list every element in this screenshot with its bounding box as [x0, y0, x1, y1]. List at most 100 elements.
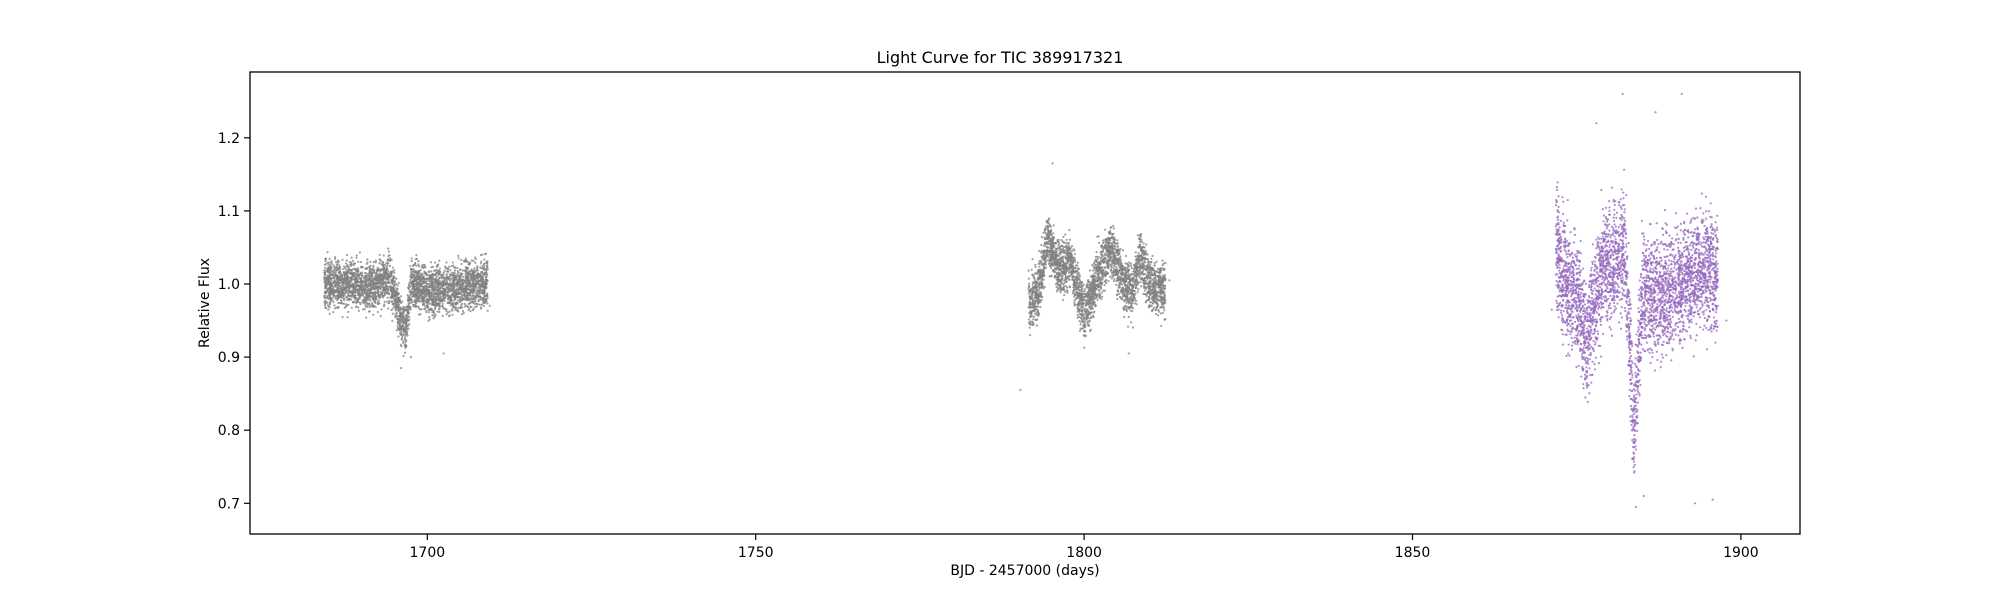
flux-point: [1103, 289, 1107, 292]
flux-point: [479, 296, 482, 299]
flux-point: [324, 262, 328, 266]
flux-point: [406, 313, 409, 316]
flux-point: [383, 303, 386, 306]
flux-point: [455, 274, 458, 278]
flux-point: [446, 298, 450, 301]
flux-point: [469, 285, 472, 288]
flux-point: [437, 308, 441, 311]
flux-point: [386, 300, 389, 303]
flux-point: [446, 311, 449, 314]
flux-point: [452, 283, 456, 286]
flux-point: [374, 259, 377, 262]
flux-point: [379, 283, 382, 286]
flux-point: [387, 282, 390, 285]
flux-point: [345, 253, 349, 257]
flux-point: [347, 310, 350, 314]
flux-point: [435, 271, 438, 275]
flux-point: [340, 278, 343, 281]
flux-point: [441, 280, 444, 283]
flux-point: [1124, 254, 1128, 258]
flux-point: [388, 301, 391, 304]
flux-point: [392, 305, 396, 308]
flux-point: [388, 299, 391, 302]
flux-point: [326, 297, 330, 300]
flux-point: [397, 281, 400, 285]
data-points: [323, 92, 1728, 509]
flux-point: [387, 279, 390, 282]
flux-point: [372, 313, 375, 316]
flux-point: [368, 298, 371, 301]
flux-point: [417, 263, 420, 266]
flux-point: [428, 286, 431, 289]
flux-point: [378, 262, 381, 265]
flux-point: [426, 305, 430, 308]
flux-point: [1110, 271, 1113, 274]
flux-point: [369, 286, 372, 289]
flux-point: [357, 309, 360, 312]
flux-point: [376, 310, 379, 314]
flux-point: [341, 286, 345, 289]
flux-point: [429, 296, 432, 299]
flux-point: [375, 273, 378, 276]
flux-point: [447, 293, 450, 296]
flux-point: [475, 269, 478, 272]
flux-point: [428, 298, 431, 301]
flux-point: [1109, 226, 1113, 229]
flux-point: [430, 279, 433, 282]
flux-point: [346, 271, 349, 274]
flux-point: [351, 301, 355, 304]
flux-point: [357, 293, 360, 296]
flux-point: [343, 278, 346, 281]
flux-point: [394, 312, 397, 315]
flux-point: [447, 277, 450, 280]
flux-point: [341, 267, 345, 271]
flux-point: [431, 274, 434, 277]
flux-point: [415, 254, 418, 257]
flux-point: [368, 265, 371, 268]
flux-point: [440, 300, 443, 303]
flux-point: [408, 315, 411, 319]
flux-point: [374, 295, 377, 298]
flux-point: [373, 283, 377, 287]
flux-point: [474, 277, 477, 280]
flux-point: [1062, 286, 1065, 289]
flux-point: [461, 289, 465, 292]
flux-point: [350, 298, 353, 301]
flux-point: [425, 281, 428, 284]
flux-point: [409, 275, 412, 279]
flux-point: [336, 283, 340, 287]
flux-point: [474, 261, 477, 264]
flux-point: [433, 307, 437, 311]
flux-point: [402, 321, 405, 324]
flux-point: [482, 262, 486, 266]
flux-point: [418, 290, 421, 293]
flux-point: [1113, 245, 1117, 248]
flux-point: [386, 269, 390, 272]
flux-point: [398, 315, 401, 318]
flux-point: [375, 271, 379, 274]
flux-point: [427, 293, 430, 296]
flux-point: [437, 263, 440, 266]
flux-point: [368, 310, 371, 313]
flux-point: [483, 271, 486, 274]
flux-point: [1128, 292, 1131, 296]
flux-point: [473, 296, 476, 299]
flux-point: [475, 275, 478, 278]
flux-point: [1119, 255, 1122, 258]
flux-point: [435, 275, 439, 278]
flux-point: [393, 269, 396, 272]
flux-point: [389, 286, 393, 290]
flux-point: [477, 279, 480, 282]
flux-point: [465, 276, 468, 279]
flux-point: [342, 294, 345, 298]
flux-point: [472, 282, 475, 285]
flux-point: [1088, 329, 1092, 333]
flux-point: [460, 302, 463, 305]
flux-point: [346, 316, 349, 319]
flux-point: [341, 284, 344, 287]
flux-point: [460, 297, 463, 301]
flux-point: [417, 282, 421, 285]
flux-point: [409, 301, 413, 304]
flux-point: [482, 266, 485, 269]
